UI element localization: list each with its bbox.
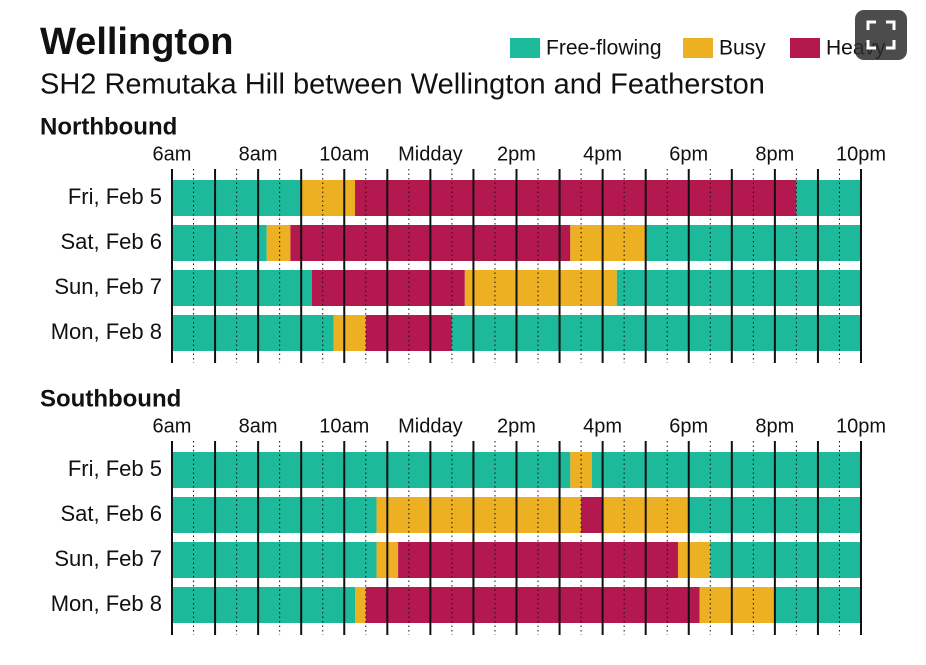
x-tick-label: 8am [239,415,278,437]
x-tick-label: 10pm [836,415,886,437]
segment [616,270,861,306]
legend-swatch [790,38,820,58]
row-label: Mon, Feb 8 [51,319,162,344]
row-label: Mon, Feb 8 [51,591,162,616]
row-label: Fri, Feb 5 [68,184,162,209]
panel-title: Northbound [40,113,177,140]
x-tick-label: 10am [319,415,369,437]
segment [355,180,797,216]
segment [172,497,377,533]
legend: Free-flowingBusyHeavy [510,37,886,60]
x-tick-label: 2pm [497,143,536,165]
x-tick-label: 8pm [755,143,794,165]
legend-swatch [683,38,713,58]
segment [796,180,861,216]
x-tick-label: 8pm [755,415,794,437]
x-tick-label: 6pm [669,415,708,437]
chart-title: Wellington [40,21,234,63]
x-tick-label: 6am [153,143,192,165]
row-label: Sun, Feb 7 [54,546,162,571]
segment [266,225,291,261]
segment [710,542,861,578]
segment [570,225,646,261]
button-bg[interactable] [855,10,907,60]
fullscreen-button[interactable] [855,10,907,60]
segment [172,315,334,351]
row-label: Sun, Feb 7 [54,274,162,299]
row-label: Sat, Feb 6 [60,229,162,254]
x-tick-label: Midday [398,415,462,437]
x-tick-label: 10am [319,143,369,165]
segment [376,497,582,533]
legend-label: Free-flowing [546,37,662,60]
x-tick-label: 4pm [583,143,622,165]
segment [333,315,366,351]
segment [677,542,711,578]
row-label: Sat, Feb 6 [60,501,162,526]
segment [464,270,617,306]
segment [311,270,465,306]
x-tick-label: 6pm [669,143,708,165]
row-label: Fri, Feb 5 [68,456,162,481]
segment [301,180,356,216]
chart-subtitle: SH2 Remutaka Hill between Wellington and… [40,69,765,101]
legend-label: Busy [719,37,766,60]
plot: Northbound 6am 8am 10am Midday 2pm 4pm 6pm 8pm 10… [40,113,886,635]
x-tick-label: Midday [398,143,462,165]
segment [172,542,377,578]
legend-swatch [510,38,540,58]
segment [591,452,861,488]
x-tick-label: 8am [239,143,278,165]
x-tick-label: 10pm [836,143,886,165]
segment [581,497,603,533]
segment [355,587,366,623]
segment [570,452,592,488]
segment [172,270,312,306]
segment [699,587,775,623]
segment [365,587,700,623]
segment [172,225,267,261]
panel-title: Southbound [40,385,181,412]
x-tick-label: 4pm [583,415,622,437]
segment [172,587,356,623]
x-tick-label: 2pm [497,415,536,437]
x-tick-label: 6am [153,415,192,437]
segment [172,452,571,488]
segment [451,315,861,351]
fullscreen-icon[interactable] [866,20,896,50]
